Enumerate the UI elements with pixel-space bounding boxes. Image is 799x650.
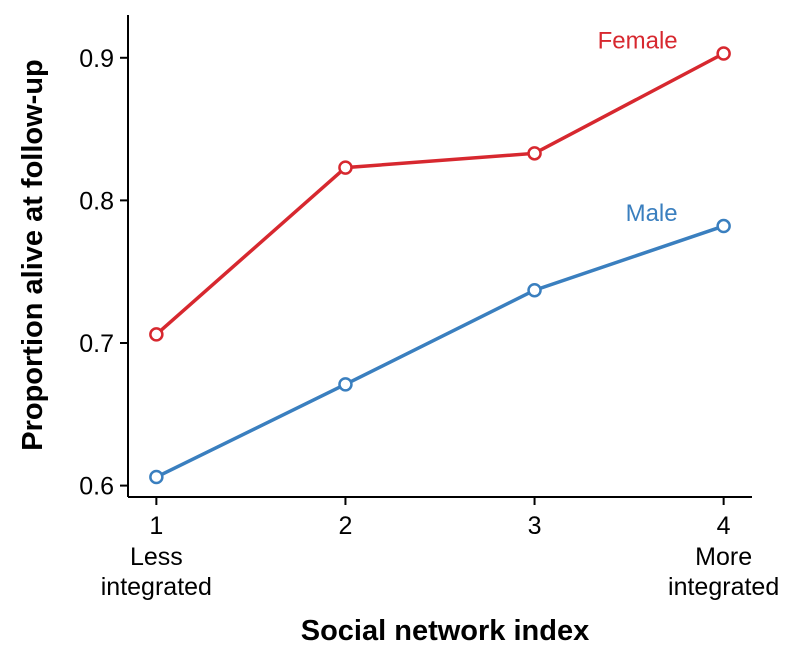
x-tick-label: 3	[528, 512, 542, 540]
y-tick-label: 0.9	[79, 45, 114, 73]
x-annotation: integrated	[668, 573, 779, 601]
point	[527, 282, 542, 298]
series-label: Female	[598, 28, 678, 55]
x-tick-label: 2	[339, 512, 353, 540]
x-axis-title: Social network index	[301, 615, 589, 647]
point	[716, 46, 731, 61]
point	[338, 160, 353, 175]
x-annotation: integrated	[101, 573, 212, 601]
x-annotation: More	[695, 543, 752, 571]
series-line	[155, 51, 725, 336]
point	[338, 377, 353, 392]
y-tick-label: 0.8	[79, 187, 114, 215]
y-tick-label: 0.7	[79, 330, 114, 358]
x-tick-label: 1	[149, 512, 163, 540]
point	[149, 469, 164, 485]
point	[527, 146, 542, 161]
x-annotation: Less	[130, 543, 183, 571]
x-tick-label: 4	[717, 512, 731, 540]
y-tick-label: 0.6	[79, 473, 114, 501]
point	[149, 327, 164, 342]
series-line	[155, 224, 725, 479]
point	[716, 218, 731, 234]
y-axis-title: Proportion alive at follow-up	[17, 59, 49, 451]
series-label: Male	[626, 200, 678, 227]
